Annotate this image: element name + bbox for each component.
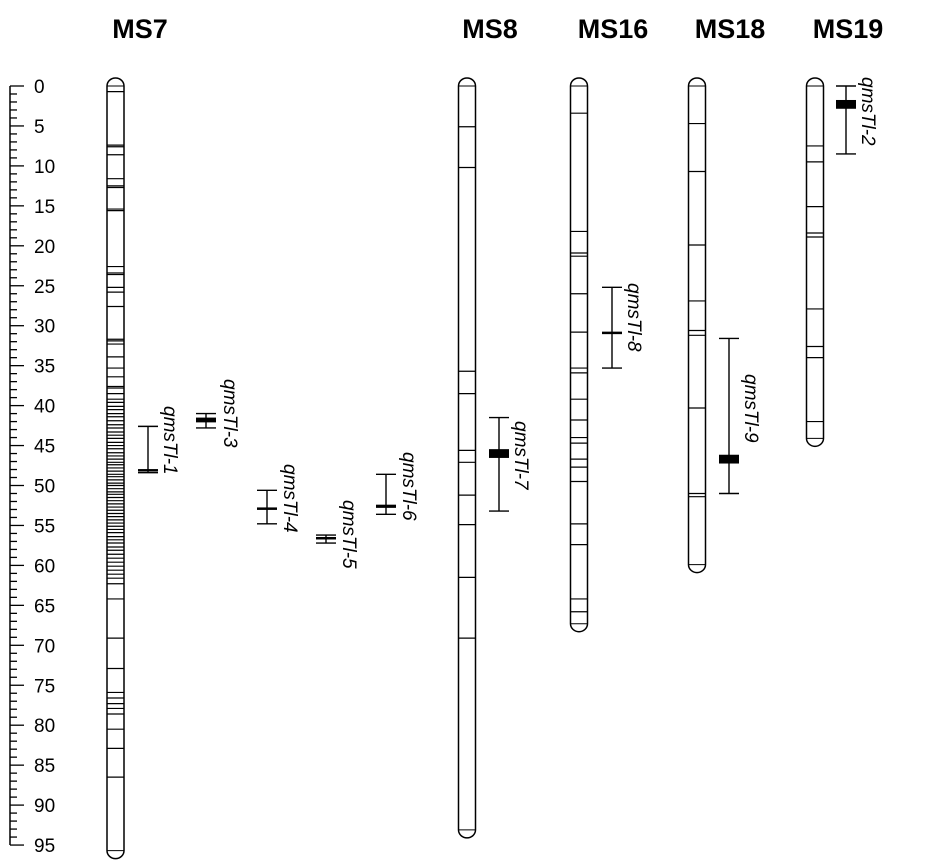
ruler-tick-label: 65 (34, 596, 55, 617)
ruler-tick-label: 90 (34, 796, 55, 817)
chromosome-body (569, 77, 589, 633)
ruler-tick-label: 80 (34, 716, 55, 737)
ruler-tick-label: 75 (34, 676, 55, 697)
qtl-label: qmsTl-9 (740, 374, 761, 443)
chromosome-body (457, 77, 477, 839)
ruler-tick-label: 55 (34, 516, 55, 537)
qtl-peak-bar (196, 417, 216, 423)
qtl-label: qmsTl-1 (159, 406, 180, 475)
chromosome-ms16 (569, 77, 589, 633)
qtl-qmstl-1: qmsTl-1 (138, 406, 180, 475)
chromosome-ms8 (457, 77, 477, 839)
qtl-peak-bar (719, 454, 739, 464)
chromosome-body (687, 77, 707, 574)
qtl-peak-bar (376, 504, 396, 508)
ruler-tick-label: 30 (34, 317, 55, 338)
qtl-label: qmsTl-4 (279, 464, 300, 533)
chromosome-title-ms19: MS19 (813, 14, 884, 44)
chromosome-title-ms7: MS7 (112, 14, 168, 44)
chromosome-titles: MS7 MS8 MS16 MS18 MS19 (112, 14, 883, 44)
ruler-tick-label: 45 (34, 437, 55, 458)
ruler-tick-label: 70 (34, 636, 55, 657)
ruler-tick-label: 5 (34, 117, 45, 138)
qtl-peak-bar (316, 536, 336, 540)
qtl-qmstl-9: qmsTl-9 (719, 337, 761, 495)
qtl-peak-bar (602, 331, 622, 335)
chromosome-ms19 (805, 77, 825, 448)
qtl-qmstl-3: qmsTl-3 (196, 379, 240, 448)
ruler-tick-label: 0 (34, 77, 45, 98)
qtl-label: qmsTl-7 (510, 421, 531, 491)
qtl-qmstl-7: qmsTl-7 (489, 416, 531, 512)
ruler-tick-label: 60 (34, 556, 55, 577)
ruler-tick-label: 10 (34, 157, 55, 178)
qtl-peak-bar (836, 99, 856, 109)
chromosome-ms18 (687, 77, 707, 574)
ruler-tick-label: 95 (34, 836, 55, 857)
chromosome-title-ms16: MS16 (578, 14, 649, 44)
ruler-tick-label: 35 (34, 357, 55, 378)
cm-scale-ruler: 0 5 10 15 20 25 30 35 40 45 50 55 60 65 70 75 80 85 90 95 (9, 77, 55, 857)
qtl-label: qmsTl-5 (338, 500, 359, 569)
qtl-qmstl-8: qmsTl-8 (602, 283, 644, 369)
ruler-tick-label: 40 (34, 397, 55, 418)
qtl-peak-bar (257, 507, 277, 510)
ruler-tick-label: 15 (34, 197, 55, 218)
qtl-label: qmsTl-2 (857, 77, 878, 146)
chromosome-title-ms8: MS8 (462, 14, 518, 44)
ruler-tick-label: 25 (34, 277, 55, 298)
qtl-qmstl-4: qmsTl-4 (257, 464, 300, 533)
ruler-tick-label: 50 (34, 477, 55, 498)
qtl-qmstl-6: qmsTl-6 (376, 452, 419, 521)
qtl-qmstl-5: qmsTl-5 (316, 500, 359, 569)
qtl-label: qmsTl-6 (398, 452, 419, 521)
chromosomes (106, 77, 825, 860)
chromosome-body (805, 77, 825, 448)
qtl-peak-bar (489, 449, 509, 458)
qtl-label: qmsTl-8 (623, 283, 644, 352)
qtl-qmstl-2: qmsTl-2 (836, 77, 878, 155)
ruler-tick-label: 20 (34, 237, 55, 258)
ruler-tick-label: 85 (34, 756, 55, 777)
qtl-peak-bar (138, 469, 158, 472)
qtl-label: qmsTl-3 (219, 379, 240, 448)
qtl-intervals: qmsTl-1 qmsTl-3 qmsTl-4 qmsTl-5 qmsTl-6 qmsTl… (138, 77, 878, 569)
chromosome-ms7 (106, 77, 125, 860)
chromosome-title-ms18: MS18 (695, 14, 766, 44)
